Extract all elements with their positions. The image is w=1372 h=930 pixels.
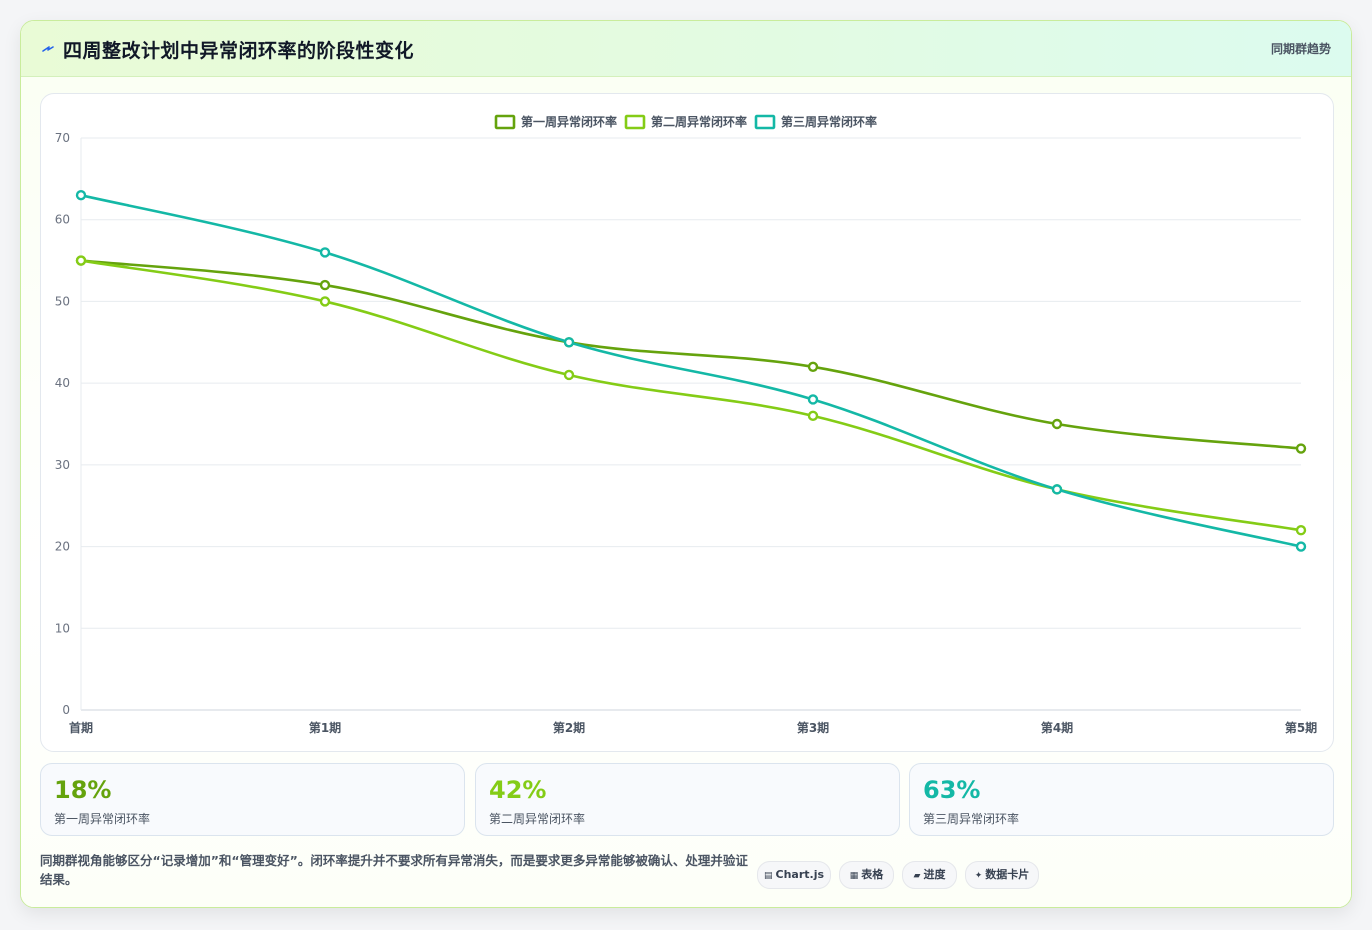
- data-point: [1051, 484, 1063, 495]
- table-icon: ▦: [849, 871, 859, 881]
- stat-label: 第二周异常闭环率: [489, 812, 586, 826]
- data-point: [807, 361, 819, 372]
- pill-datacard[interactable]: ✦ 数据卡片: [965, 861, 1039, 889]
- legend-swatch: [494, 114, 516, 130]
- progress-icon: ▰: [913, 871, 921, 881]
- data-point: [563, 369, 575, 381]
- stat-card-2: 42% 第二周异常闭环率: [475, 763, 900, 836]
- pill-progress[interactable]: ▰ 进度: [902, 861, 957, 889]
- x-tick-label: 首期: [69, 720, 93, 735]
- pill-label: Chart.js: [775, 868, 825, 881]
- x-tick-label: 第5期: [1285, 720, 1317, 735]
- pill-label: 表格: [861, 868, 884, 881]
- y-tick-label: 0: [62, 703, 70, 717]
- series-line: [80, 259, 1302, 532]
- x-tick-label: 第3期: [797, 720, 829, 735]
- line-chart: 0 10 20 30 40 50 60 70 首期 第1期 第2期 第3期 第4期 第5期 第一周异常闭环率…: [40, 93, 1334, 752]
- series-line: [80, 193, 1302, 548]
- data-point: [807, 394, 819, 405]
- stat-card-3: 63% 第三周异常闭环率: [909, 763, 1334, 836]
- data-point: [1295, 443, 1307, 454]
- pill-label: 进度: [923, 868, 946, 881]
- x-tick-label: 第1期: [309, 720, 341, 735]
- data-point: [75, 189, 87, 201]
- card-header: 四周整改计划中异常闭环率的阶段性变化 同期群趋势: [21, 21, 1351, 77]
- data-point: [319, 279, 331, 291]
- series-line: [80, 259, 1302, 450]
- data-point: [563, 337, 575, 348]
- data-point: [319, 296, 331, 307]
- y-tick-label: 60: [55, 213, 70, 227]
- chart-svg: 0 10 20 30 40 50 60 70 首期 第1期 第2期 第3期 第4期 第5期 第一周异常闭环率…: [55, 114, 1317, 735]
- y-tick-label: 10: [55, 621, 70, 635]
- stat-label: 第三周异常闭环率: [923, 812, 1020, 826]
- y-tick-label: 70: [55, 131, 70, 145]
- data-point: [1295, 525, 1307, 536]
- pill-chartjs[interactable]: ▤ Chart.js: [757, 861, 831, 889]
- legend-label: 第三周异常闭环率: [781, 114, 877, 129]
- pill-table[interactable]: ▦ 表格: [839, 861, 894, 889]
- chart-card: 四周整改计划中异常闭环率的阶段性变化 同期群趋势 0 10 20 30 40 50 60 70…: [20, 20, 1352, 908]
- x-tick-label: 第2期: [553, 720, 585, 735]
- legend-swatch: [624, 114, 646, 130]
- data-point: [1295, 541, 1307, 552]
- stat-value: 63%: [923, 776, 981, 804]
- header-tag: 同期群趋势: [1270, 42, 1331, 56]
- legend-label: 第一周异常闭环率: [521, 114, 617, 129]
- stat-value: 42%: [489, 776, 547, 804]
- y-tick-label: 30: [55, 458, 70, 472]
- card-title: 四周整改计划中异常闭环率的阶段性变化: [63, 40, 415, 62]
- stat-card-1: 18% 第一周异常闭环率: [40, 763, 465, 836]
- x-tick-label: 第4期: [1041, 720, 1073, 735]
- y-tick-label: 50: [55, 294, 70, 308]
- data-point: [75, 255, 87, 266]
- y-tick-label: 20: [55, 540, 70, 554]
- y-tick-label: 40: [55, 376, 70, 390]
- legend-label: 第二周异常闭环率: [651, 114, 747, 129]
- data-point: [807, 410, 819, 422]
- chart-icon: ▤: [763, 871, 773, 881]
- legend-swatch: [754, 114, 776, 130]
- lightning-icon: [42, 46, 54, 52]
- stat-label: 第一周异常闭环率: [54, 812, 151, 826]
- sparkle-icon: ✦: [974, 871, 983, 881]
- data-point: [1051, 418, 1063, 430]
- pill-label: 数据卡片: [985, 868, 1030, 881]
- stat-value: 18%: [54, 776, 112, 804]
- footnote: 同期群视角能够区分“记录增加”和“管理变好”。闭环率提升并不要求所有异常消失，而…: [40, 853, 748, 887]
- data-point: [319, 247, 331, 258]
